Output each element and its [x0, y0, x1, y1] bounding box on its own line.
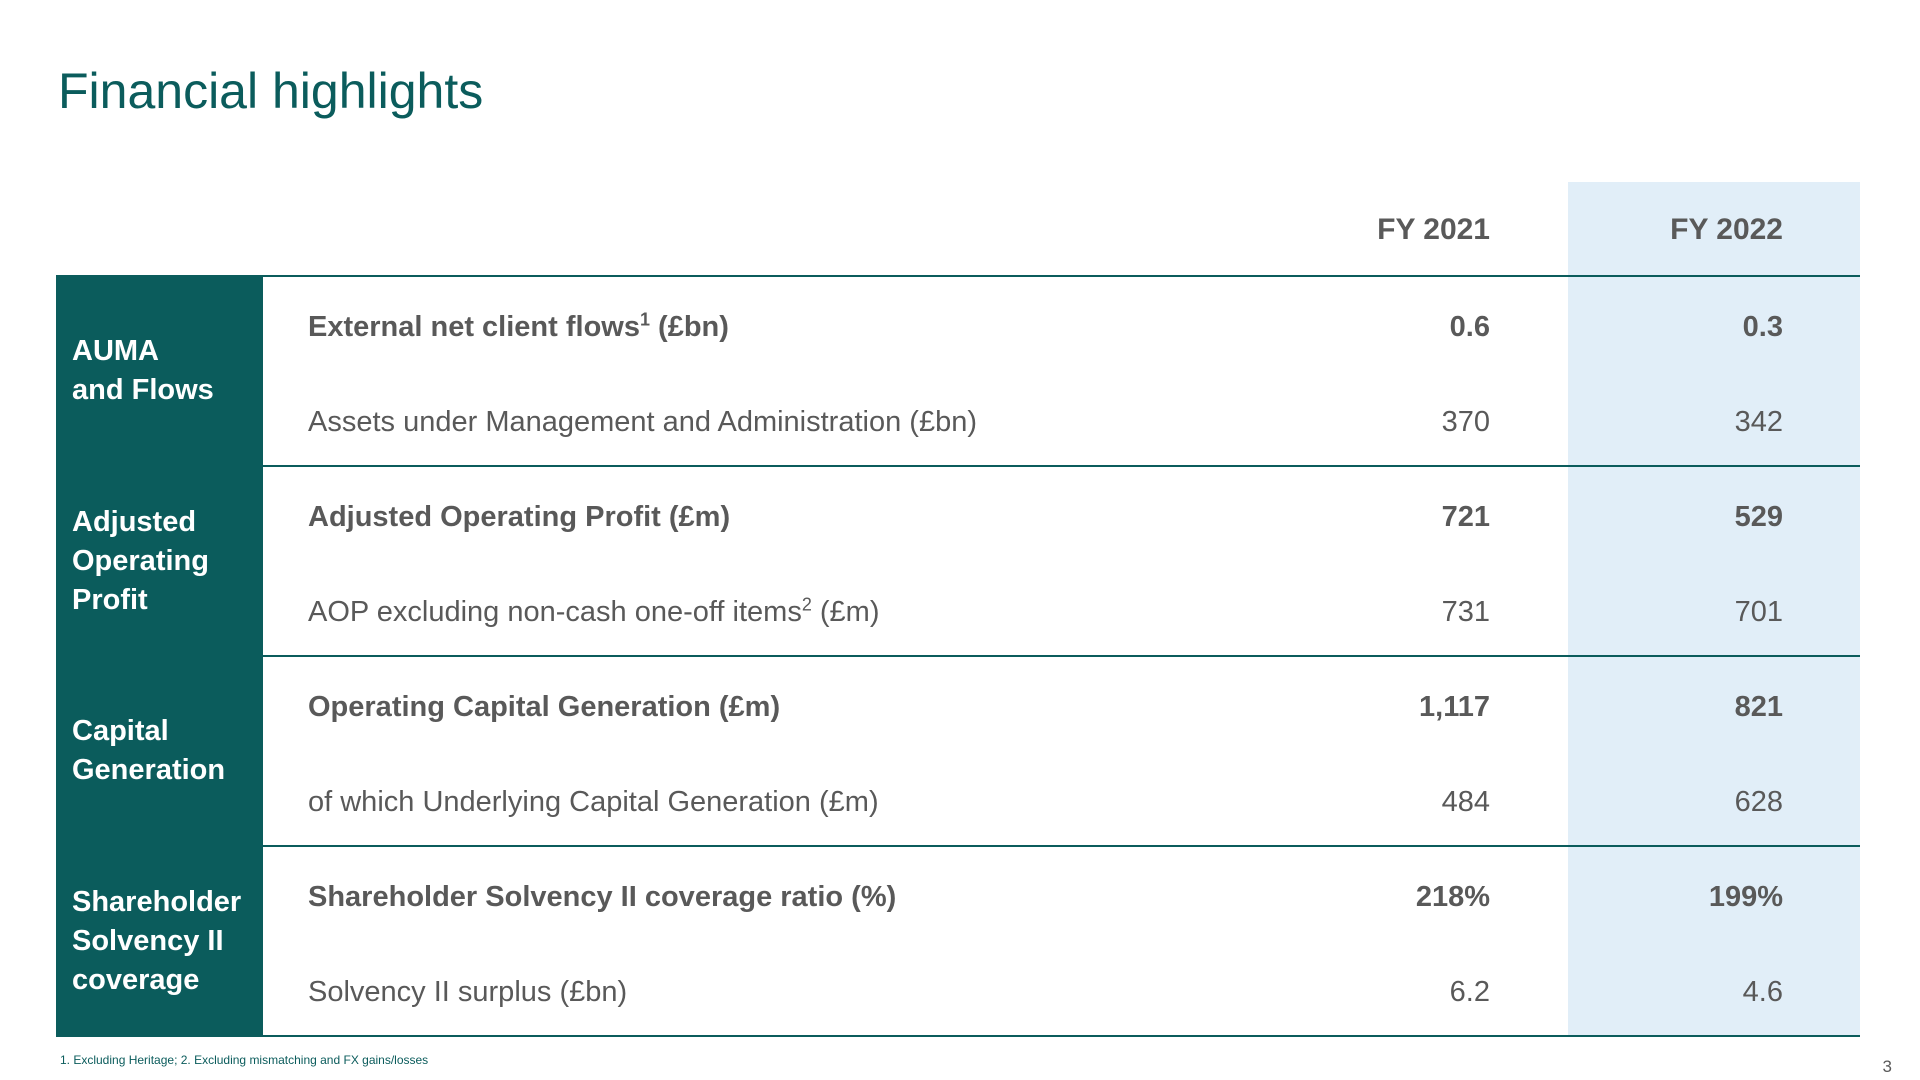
value-fy2022: 0.3 [1742, 311, 1783, 343]
metric-label: Operating Capital Generation (£m) [308, 691, 781, 723]
fy2022-highlight-band [1568, 182, 1860, 1037]
metric-label: Shareholder Solvency II coverage ratio (… [308, 881, 897, 913]
section-label-line: AUMA [72, 335, 159, 367]
value-fy2021: 218% [1415, 881, 1490, 913]
value-fy2021: 0.6 [1449, 311, 1490, 343]
section-label-line: Generation [72, 754, 226, 786]
table-row: Shareholder Solvency II coverage ratio (… [56, 877, 1860, 917]
value-fy2022: 529 [1734, 501, 1783, 533]
section-adjusted-operating-profit: Adjusted Operating Profit Adjusted Opera… [56, 467, 1860, 657]
value-fy2022: 199% [1708, 881, 1783, 913]
section-label: Adjusted Operating Profit [56, 467, 263, 655]
section-label: AUMA and Flows [56, 277, 263, 465]
table-row: Assets under Management and Administrati… [56, 402, 1860, 442]
footnote-marker: 2 [801, 594, 812, 615]
page-number: 3 [1882, 1057, 1892, 1076]
section-shareholder-solvency-ii: Shareholder Solvency II coverage Shareho… [56, 847, 1860, 1037]
table-top-rule [56, 275, 1860, 277]
table-row: External net client flows1 (£bn) 0.6 0.3 [56, 307, 1860, 347]
metric-label: Adjusted Operating Profit (£m) [308, 501, 731, 533]
value-fy2021: 484 [1441, 786, 1490, 818]
metric-label: of which Underlying Capital Generation (… [308, 786, 879, 818]
value-fy2021: 6.2 [1449, 976, 1490, 1008]
page-title: Financial highlights [58, 63, 484, 119]
column-header-fy2022: FY 2022 [1670, 213, 1783, 246]
metric-label: Assets under Management and Administrati… [308, 406, 977, 438]
metric-label: AOP excluding non-cash one-off items2 (£… [308, 594, 880, 628]
section-label-line: Shareholder [72, 885, 242, 918]
table-row: Solvency II surplus (£bn) 6.2 4.6 [56, 972, 1860, 1012]
section-label-line: Operating [72, 544, 209, 577]
table-row: Adjusted Operating Profit (£m) 721 529 [56, 497, 1860, 537]
value-fy2022: 821 [1734, 691, 1783, 723]
metric-label: External net client flows1 (£bn) [308, 309, 729, 343]
section-label-line: Profit [72, 583, 148, 616]
value-fy2021: 1,117 [1419, 691, 1490, 723]
section-label-line: Capital [72, 715, 169, 747]
value-fy2022: 628 [1734, 786, 1783, 818]
value-fy2021: 721 [1441, 501, 1490, 533]
value-fy2021: 370 [1441, 406, 1490, 438]
table-row: AOP excluding non-cash one-off items2 (£… [56, 592, 1860, 632]
footnote: 1. Excluding Heritage; 2. Excluding mism… [60, 1053, 429, 1067]
section-label-line: and Flows [72, 374, 214, 406]
table-row: of which Underlying Capital Generation (… [56, 782, 1860, 822]
section-label: Shareholder Solvency II coverage [56, 847, 263, 1035]
section-auma-and-flows: AUMA and Flows External net client flows… [56, 277, 1860, 467]
section-label-line: Adjusted [72, 505, 197, 538]
section-label-line: coverage [72, 963, 200, 996]
value-fy2022: 342 [1734, 406, 1783, 438]
metric-label: Solvency II surplus (£bn) [308, 976, 628, 1008]
value-fy2022: 701 [1734, 596, 1783, 628]
table-row: Operating Capital Generation (£m) 1,117 … [56, 687, 1860, 727]
value-fy2021: 731 [1441, 596, 1490, 628]
section-capital-generation: Capital Generation Operating Capital Gen… [56, 657, 1860, 847]
footnote-marker: 1 [639, 309, 650, 330]
section-label: Capital Generation [56, 657, 263, 845]
section-label-line: Solvency II [72, 924, 224, 957]
column-header-fy2021: FY 2021 [1377, 213, 1490, 246]
value-fy2022: 4.6 [1742, 976, 1783, 1008]
